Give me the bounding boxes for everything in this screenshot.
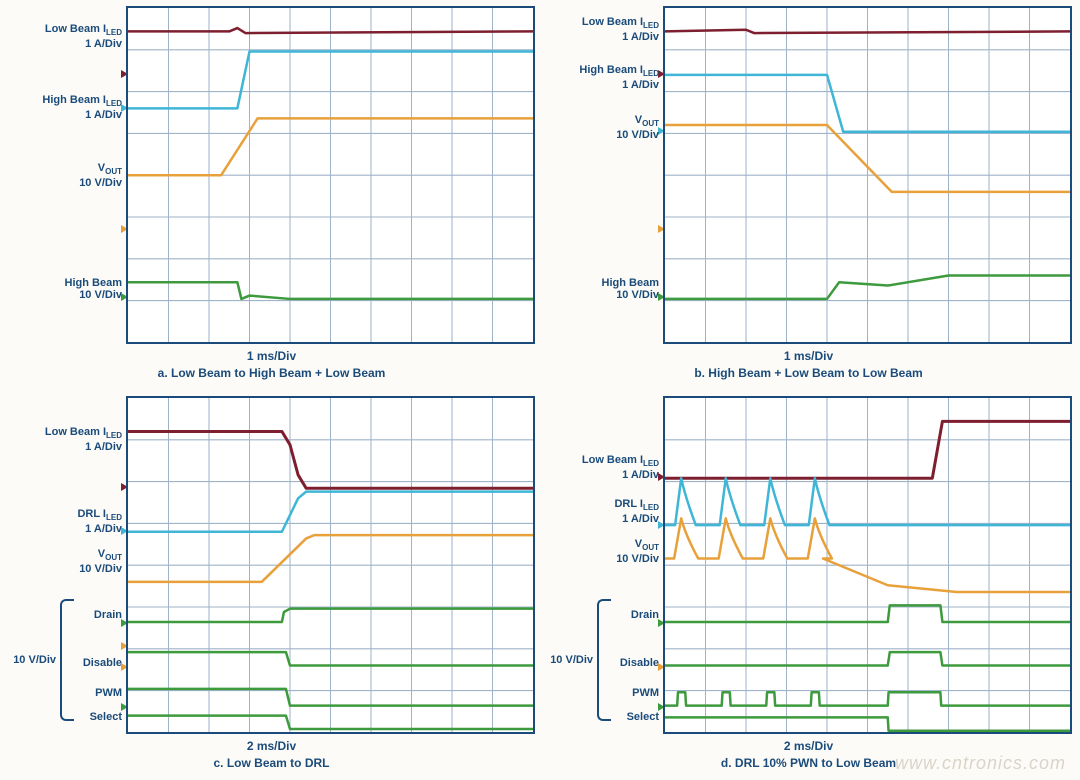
scope-panel-b: Low Beam ILED1 A/Div High Beam ILED1 A/Di… — [545, 6, 1072, 382]
trace-ylabel: Low Beam ILED1 A/Div — [582, 454, 659, 481]
trace-ylabel: DRL ILED1 A/Div — [77, 508, 122, 535]
trace-ylabel: Select — [90, 711, 122, 723]
plot-area — [663, 6, 1072, 344]
trace-ylabel: VOUT10 V/Div — [79, 548, 122, 575]
trace-ylabel: VOUT10 V/Div — [79, 162, 122, 189]
brace-label: 10 V/Div — [13, 654, 56, 666]
trace-ylabel: High Beam10 V/Div — [65, 277, 122, 301]
panel-caption: 1 ms/Divb. High Beam + Low Beam to Low B… — [545, 348, 1072, 382]
trace-ylabel: Disable — [83, 657, 122, 669]
brace-label: 10 V/Div — [550, 654, 593, 666]
plot-area — [126, 6, 535, 344]
trace-ylabel: Disable — [620, 657, 659, 669]
trace-ylabel: Low Beam ILED1 A/Div — [45, 23, 122, 50]
scope-panel-d: Low Beam ILED1 A/Div DRL ILED1 A/Div VOUT1… — [545, 396, 1072, 772]
plot-area — [663, 396, 1072, 734]
trace-ylabel: High Beam10 V/Div — [602, 277, 659, 301]
panel-caption: 2 ms/Divc. Low Beam to DRL — [8, 738, 535, 772]
trace-ylabel: High Beam ILED1 A/Div — [579, 64, 659, 91]
plot-area — [126, 396, 535, 734]
ylabel-column: Low Beam ILED1 A/Div DRL ILED1 A/Div VOUT1… — [8, 396, 126, 734]
trace-ylabel: PWM — [95, 687, 122, 699]
trace-ylabel: Drain — [631, 609, 659, 621]
trace-ylabel: Low Beam ILED1 A/Div — [45, 426, 122, 453]
trace-ylabel: High Beam ILED1 A/Div — [42, 94, 122, 121]
trace-ylabel: Drain — [94, 609, 122, 621]
scope-panel-a: Low Beam ILED1 A/Div High Beam ILED1 A/Di… — [8, 6, 535, 382]
oscilloscope-panel-grid: Low Beam ILED1 A/Div High Beam ILED1 A/Di… — [0, 0, 1080, 780]
trace-ylabel: Low Beam ILED1 A/Div — [582, 16, 659, 43]
ylabel-column: Low Beam ILED1 A/Div High Beam ILED1 A/Di… — [545, 6, 663, 344]
ylabel-column: Low Beam ILED1 A/Div DRL ILED1 A/Div VOUT1… — [545, 396, 663, 734]
scope-panel-c: Low Beam ILED1 A/Div DRL ILED1 A/Div VOUT1… — [8, 396, 535, 772]
trace-ylabel: VOUT10 V/Div — [616, 538, 659, 565]
ylabel-column: Low Beam ILED1 A/Div High Beam ILED1 A/Di… — [8, 6, 126, 344]
trace-ylabel: VOUT10 V/Div — [616, 114, 659, 141]
panel-caption: 1 ms/Diva. Low Beam to High Beam + Low B… — [8, 348, 535, 382]
trace-ylabel: Select — [627, 711, 659, 723]
trace-ylabel: PWM — [632, 687, 659, 699]
brace-icon — [60, 599, 74, 721]
trace-ylabel: DRL ILED1 A/Div — [614, 498, 659, 525]
panel-caption: 2 ms/Divd. DRL 10% PWN to Low Beam — [545, 738, 1072, 772]
brace-icon — [597, 599, 611, 721]
